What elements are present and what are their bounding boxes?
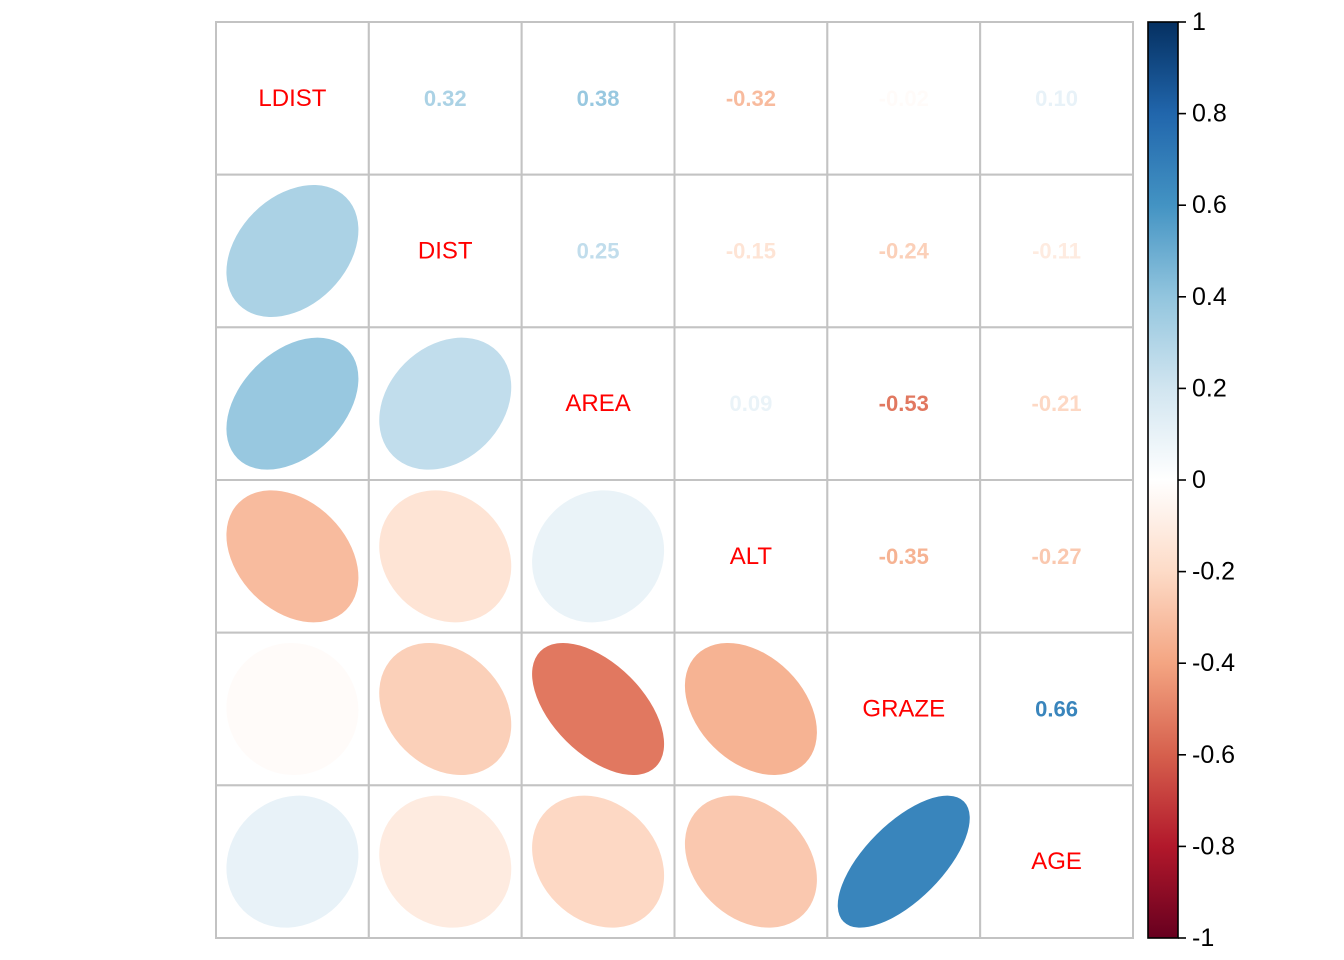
correlation-value: -0.53 xyxy=(879,391,929,416)
matrix-cell xyxy=(979,784,1135,939)
colorbar-tick-label: 1 xyxy=(1192,8,1206,36)
correlation-ellipse xyxy=(684,642,817,775)
matrix-cell xyxy=(520,21,676,176)
colorbar-tick-label: 0.6 xyxy=(1192,191,1227,219)
matrix-cell xyxy=(979,173,1135,329)
correlation-ellipse xyxy=(532,642,665,775)
correlation-value: 0.10 xyxy=(1035,86,1078,111)
colorbar-tick-label: -1 xyxy=(1192,924,1214,952)
matrix-cell xyxy=(826,631,982,787)
colorbar-tick-label: -0.2 xyxy=(1192,558,1235,586)
correlation-ellipse xyxy=(532,490,665,623)
matrix-cell xyxy=(979,479,1135,634)
colorbar-tick-label: 0.8 xyxy=(1192,100,1227,128)
variable-label: ALT xyxy=(730,543,773,570)
correlation-value: 0.32 xyxy=(424,86,467,111)
colorbar-tick-label: 0.2 xyxy=(1192,374,1227,402)
matrix-cell xyxy=(826,326,982,482)
correlation-value: -0.32 xyxy=(726,86,776,111)
matrix-cell xyxy=(367,21,523,176)
correlation-value: 0.25 xyxy=(577,239,620,264)
correlation-ellipse xyxy=(684,795,817,928)
correlation-ellipse xyxy=(226,185,359,317)
correlation-ellipse xyxy=(226,642,359,775)
correlation-value: -0.11 xyxy=(1032,239,1081,264)
variable-label: GRAZE xyxy=(862,696,945,723)
matrix-cell xyxy=(520,326,676,482)
matrix-cell xyxy=(673,326,829,482)
variable-label: DIST xyxy=(418,238,473,265)
colorbar xyxy=(1147,21,1179,939)
colorbar-tick-label: 0 xyxy=(1192,466,1206,494)
correlation-value: -0.15 xyxy=(726,239,776,264)
variable-label: AREA xyxy=(565,390,630,417)
correlation-ellipse xyxy=(379,337,512,470)
correlation-ellipse xyxy=(226,490,359,623)
correlation-value: 0.09 xyxy=(730,391,773,416)
correlation-ellipse xyxy=(226,337,359,470)
matrix-cell xyxy=(367,173,523,329)
matrix-cell xyxy=(520,173,676,329)
correlation-value: 0.66 xyxy=(1035,697,1078,722)
colorbar-tick-label: 0.4 xyxy=(1192,283,1227,311)
variable-label: LDIST xyxy=(258,85,326,112)
matrix-cell xyxy=(979,631,1135,787)
correlation-ellipse xyxy=(837,795,970,928)
correlation-ellipse xyxy=(379,642,512,775)
correlation-value: -0.27 xyxy=(1032,544,1082,569)
colorbar-tick-label: -0.4 xyxy=(1192,649,1235,677)
colorbar-tick-label: -0.6 xyxy=(1192,741,1235,769)
correlation-ellipse xyxy=(226,795,359,928)
correlation-value: -0.02 xyxy=(879,86,929,111)
matrix-cell xyxy=(826,479,982,634)
correlation-ellipse xyxy=(379,490,512,623)
correlation-ellipse xyxy=(532,795,665,928)
matrix-cell xyxy=(673,479,829,634)
matrix-cell xyxy=(215,21,370,176)
colorbar-tick-label: -0.8 xyxy=(1192,832,1235,860)
correlation-value: 0.38 xyxy=(577,86,620,111)
matrix-cell xyxy=(979,326,1135,482)
matrix-cell xyxy=(673,173,829,329)
correlation-value: -0.35 xyxy=(879,544,929,569)
correlation-value: -0.21 xyxy=(1032,391,1082,416)
variable-label: AGE xyxy=(1031,848,1082,875)
correlation-value: -0.24 xyxy=(879,239,930,264)
correlation-ellipse xyxy=(379,795,512,928)
